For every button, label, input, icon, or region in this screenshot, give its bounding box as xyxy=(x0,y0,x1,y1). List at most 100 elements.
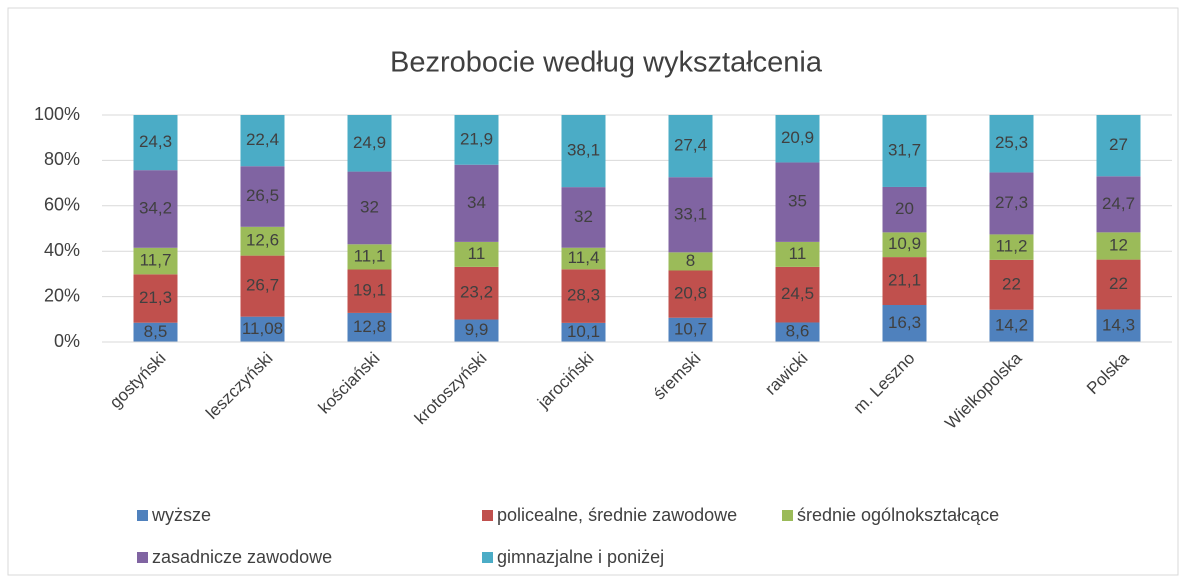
data-label: 10,9 xyxy=(888,234,921,253)
bar-segment xyxy=(1096,309,1141,342)
data-label: 10,1 xyxy=(567,322,600,341)
bar-segment xyxy=(989,234,1034,260)
bar-segment xyxy=(133,274,178,323)
data-label: 32 xyxy=(574,207,593,226)
data-label: 20 xyxy=(895,199,914,218)
bar-segment xyxy=(668,270,713,318)
data-label: 24,3 xyxy=(139,132,172,151)
data-label: 21,1 xyxy=(888,271,921,290)
data-label: 27,4 xyxy=(674,136,707,155)
data-label: 11,08 xyxy=(242,319,283,338)
bar-segment xyxy=(240,255,285,317)
data-label: 11,2 xyxy=(996,237,1028,256)
data-label: 21,3 xyxy=(139,288,172,307)
legend-label: gimnazjalne i poniżej xyxy=(497,547,664,567)
bar-segment xyxy=(133,247,178,275)
bar-segment xyxy=(133,115,178,171)
legend-label: policealne, średnie zawodowe xyxy=(497,505,737,525)
data-label: 11,1 xyxy=(354,246,386,265)
data-label: 24,5 xyxy=(781,284,814,303)
bar-segment xyxy=(668,177,713,253)
legend-label: zasadnicze zawodowe xyxy=(152,547,332,567)
data-label: 31,7 xyxy=(888,140,921,159)
bar-segment xyxy=(989,259,1034,310)
legend-swatch xyxy=(137,510,148,521)
legend-swatch xyxy=(137,552,148,563)
bar-segment xyxy=(347,269,392,313)
legend-swatch xyxy=(482,552,493,563)
bar-segment xyxy=(882,186,927,233)
data-label: 22,4 xyxy=(246,130,279,149)
chart-title: Bezrobocie według wykształcenia xyxy=(390,47,823,79)
y-tick-label: 20% xyxy=(44,285,80,305)
data-label: 33,1 xyxy=(674,204,707,223)
legend-label: wyższe xyxy=(151,505,211,525)
data-label: 19,1 xyxy=(353,281,386,300)
data-label: 11,4 xyxy=(568,248,600,267)
data-label: 12 xyxy=(1109,235,1128,254)
bar-segment xyxy=(668,252,713,271)
data-label: 14,3 xyxy=(1102,315,1135,334)
data-label: 12,8 xyxy=(353,317,386,336)
bar-segment xyxy=(561,247,606,270)
y-tick-label: 100% xyxy=(34,104,80,124)
data-label: 8 xyxy=(686,251,695,270)
bar-segment xyxy=(989,172,1034,235)
data-label: 24,9 xyxy=(353,133,386,152)
data-label: 35 xyxy=(788,192,807,211)
data-label: 22 xyxy=(1002,274,1021,293)
bar-segment xyxy=(989,309,1034,342)
data-label: 24,7 xyxy=(1102,194,1135,213)
bar-segment xyxy=(240,166,285,227)
data-label: 27,3 xyxy=(995,193,1028,212)
y-tick-label: 40% xyxy=(44,240,80,260)
bar-segment xyxy=(347,312,392,342)
data-label: 9,9 xyxy=(465,320,489,339)
y-tick-label: 80% xyxy=(44,149,80,169)
data-label: 20,8 xyxy=(674,284,707,303)
bar-segment xyxy=(454,319,499,342)
bar-segment xyxy=(454,266,499,320)
data-label: 11,7 xyxy=(140,251,172,270)
bar-segment xyxy=(775,115,820,163)
bar-segment xyxy=(347,244,392,270)
data-label: 16,3 xyxy=(888,313,921,332)
bar-segment xyxy=(1096,232,1141,260)
data-label: 26,7 xyxy=(246,276,279,295)
y-tick-label: 0% xyxy=(54,331,80,351)
data-label: 20,9 xyxy=(781,128,814,147)
bar-segment xyxy=(668,115,713,178)
bar-segment xyxy=(347,115,392,172)
data-label: 8,6 xyxy=(786,322,810,341)
bar-segment xyxy=(775,241,820,267)
legend-label: średnie ogólnokształcące xyxy=(797,505,999,525)
y-tick-label: 60% xyxy=(44,195,80,215)
bar-segment xyxy=(454,115,499,165)
bar-segment xyxy=(882,304,927,342)
data-label: 32 xyxy=(360,197,379,216)
bar-segment xyxy=(561,115,606,188)
bar-segment xyxy=(133,170,178,248)
data-label: 27 xyxy=(1109,135,1128,154)
bar-segment xyxy=(133,322,178,342)
bar-segment xyxy=(775,162,820,242)
data-label: 34 xyxy=(467,193,486,212)
bar-segment xyxy=(454,241,499,267)
data-label: 22 xyxy=(1109,274,1128,293)
bar-segment xyxy=(454,164,499,242)
data-label: 28,3 xyxy=(567,286,600,305)
data-label: 10,7 xyxy=(674,319,707,338)
bar-segment xyxy=(561,322,606,342)
data-label: 12,6 xyxy=(246,231,279,250)
bar-segment xyxy=(561,187,606,248)
bar-segment xyxy=(882,257,927,305)
bar-segment xyxy=(561,269,606,323)
data-label: 8,5 xyxy=(144,322,168,341)
bar-segment xyxy=(240,226,285,256)
data-label: 34,2 xyxy=(139,198,172,217)
bar-segment xyxy=(882,115,927,187)
legend-swatch xyxy=(782,510,793,521)
data-label: 11 xyxy=(789,244,807,263)
data-label: 11 xyxy=(468,244,486,263)
